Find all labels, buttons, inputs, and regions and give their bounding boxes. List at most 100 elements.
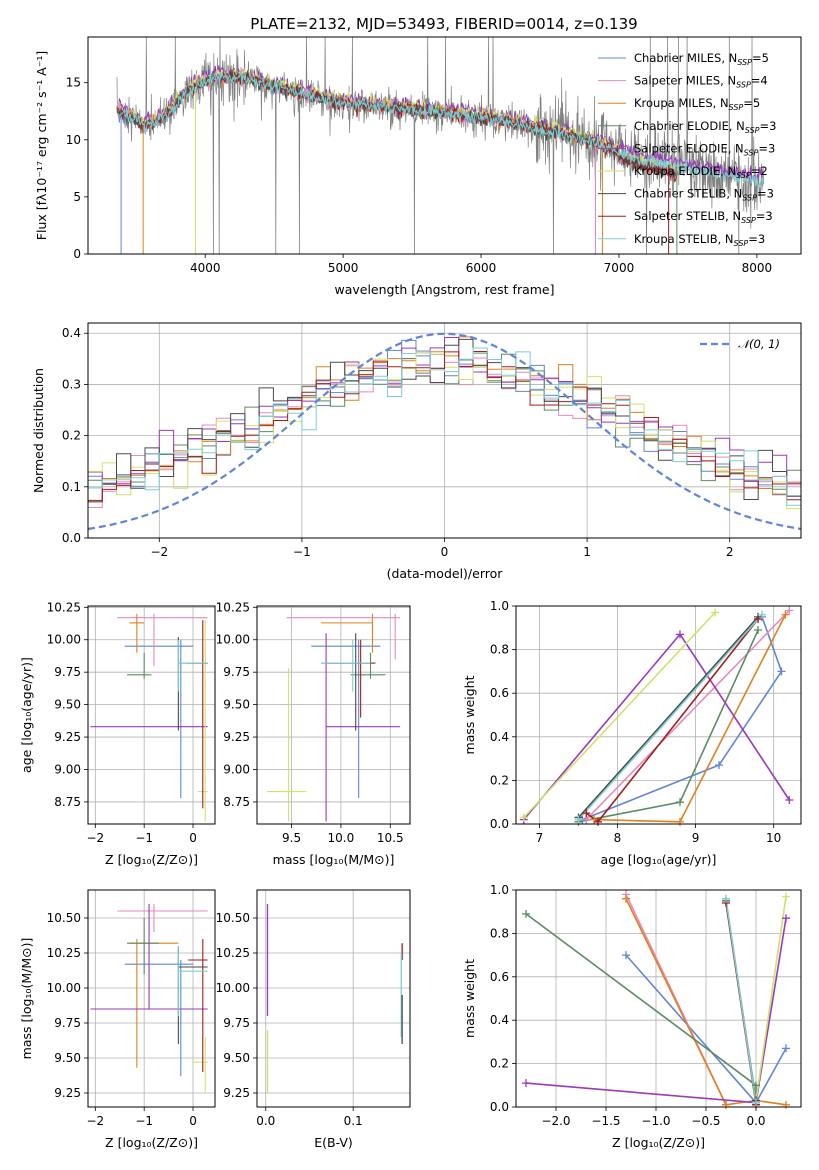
error-bar-point [129, 939, 179, 1068]
normal-curve [88, 332, 801, 531]
mass-weight-line-0 [582, 616, 783, 821]
mass_vs_Z-grid [88, 890, 215, 1107]
y-tick-label: 10.50 [216, 911, 250, 925]
x-tick-label: 10.0 [328, 831, 355, 845]
mass_vs_ebv-plot-area [266, 904, 403, 1093]
y-tick-label: 10.25 [216, 946, 250, 960]
y-axis-label: Normed distribution [31, 368, 46, 493]
x-tick: 1 [583, 538, 591, 559]
y-tick: 0 [73, 247, 88, 261]
mass-weight-marker [757, 610, 766, 619]
chart-title: PLATE=2132, MJD=53493, FIBERID=0014, z=0… [250, 15, 637, 33]
age_vs_Z-frame [87, 605, 216, 825]
error-bar-point [326, 639, 376, 718]
y-tick-label: 9.25 [223, 1086, 250, 1100]
x-tick: 0.1 [344, 1107, 363, 1128]
age_vs_mass-plot-area [266, 613, 401, 822]
x-tick-label: −1.5 [591, 1114, 620, 1128]
x-tick-label: 1 [583, 545, 591, 559]
mass-weight-marker [781, 610, 790, 619]
y-tick-label: 0.2 [490, 773, 509, 787]
y-tick: 10.00 [47, 633, 88, 647]
error-bar-point [90, 904, 208, 1010]
y-tick: 1.0 [490, 599, 516, 613]
y-tick-label: 0.3 [62, 377, 81, 391]
error-bar-point [124, 639, 194, 799]
mass-weight-line-1 [585, 609, 790, 821]
mass-weight-line-4 [523, 632, 790, 821]
y-tick-label: 1.0 [490, 883, 509, 897]
mass-weight-marker [782, 1100, 790, 1109]
weight_vs_Z-frame [515, 889, 802, 1108]
y-tick: 0.0 [490, 1100, 516, 1114]
x-tick: −1 [135, 1107, 153, 1128]
error-bar-point [311, 639, 381, 799]
mass-weight-marker [582, 809, 591, 818]
legend-label: Chabrier ELODIE, NSSP=3 [634, 119, 776, 135]
y-tick-label: 1.0 [490, 599, 509, 613]
y-tick-label: 10.25 [47, 600, 81, 614]
y-tick: 5 [73, 190, 88, 204]
x-tick-label: 0.1 [344, 1114, 363, 1128]
error-bar-point [266, 668, 307, 822]
y-tick: 0.4 [490, 1013, 516, 1027]
y-tick: 10.25 [216, 946, 257, 960]
residuals-plot-area [88, 332, 801, 538]
weight_vs_age-panel: 7 8 9 10 0.0 0.2 0.4 0.6 0.8 1.0 age [log₁₀(age/yr… [462, 599, 802, 867]
x-tick-label: 2 [726, 545, 734, 559]
residuals-frame [87, 322, 802, 539]
x-axis-label: E(B-V) [314, 1135, 353, 1150]
x-tick-label: 9 [692, 831, 700, 845]
x-tick-label: 0.0 [256, 1114, 275, 1128]
age_vs_Z-panel: −2 −1 0 8.75 9.00 9.25 9.50 9.75 10.00 10.25 Z [lo… [19, 600, 216, 867]
residuals-panel: −2 −1 0 1 2 0.0 0.1 0.2 0.3 0.4 (data-model)/error… [31, 322, 802, 581]
weight_vs_age-frame [515, 605, 802, 825]
error-bar-point [124, 960, 194, 1077]
y-tick-label: 9.00 [54, 763, 81, 777]
y-tick: 0.2 [62, 429, 88, 443]
age_vs_mass-frame [256, 605, 411, 825]
x-tick: 0.0 [256, 1107, 275, 1128]
mass-weight-marker [675, 817, 684, 826]
x-axis-label: Z [log₁₀(Z/Z⊙)] [105, 852, 198, 867]
x-tick: 10.5 [377, 824, 404, 845]
mass-weight-marker [622, 894, 630, 903]
x-tick: −2.0 [541, 1107, 571, 1128]
error-bar-point [321, 633, 371, 731]
x-tick: 2 [726, 538, 734, 559]
y-tick: 9.50 [54, 1051, 88, 1065]
y-tick: 9.75 [54, 1016, 88, 1030]
y-tick: 9.75 [54, 665, 88, 679]
legend-label: Salpeter STELIB, NSSP=3 [634, 209, 773, 225]
x-tick: −2 [86, 824, 104, 845]
y-tick-label: 9.75 [54, 665, 81, 679]
age_vs_mass-grid [257, 606, 410, 824]
y-tick: 0.1 [62, 480, 88, 494]
y-tick: 10.50 [47, 911, 88, 925]
y-tick: 8.75 [54, 795, 88, 809]
mass-weight-marker [722, 894, 730, 903]
mass-weight-marker [622, 951, 630, 960]
residual-histogram-8 [88, 347, 801, 538]
y-tick: 9.00 [223, 763, 257, 777]
mass-weight-marker [785, 606, 794, 615]
y-tick: 0.0 [490, 817, 516, 831]
mass-weight-marker [519, 813, 528, 822]
y-tick: 9.50 [223, 1051, 257, 1065]
model-spectrum-8 [116, 70, 764, 189]
legend-label: 𝒩(0, 1) [738, 337, 780, 351]
mass_vs_Z-panel: −2 −1 0 9.25 9.50 9.75 10.00 10.25 10.50 Z [log₁₀… [19, 889, 216, 1150]
y-tick: 9.75 [223, 1016, 257, 1030]
y-tick: 10.00 [47, 981, 88, 995]
y-tick: 10.25 [47, 600, 88, 614]
mass_vs_ebv-frame [256, 889, 411, 1108]
x-tick-label: 0.0 [746, 1114, 765, 1128]
y-tick: 9.25 [54, 1086, 88, 1100]
x-tick-label: −2 [86, 831, 104, 845]
x-tick-label: 8000 [742, 261, 773, 275]
y-tick-label: 10.25 [47, 946, 81, 960]
x-axis-label: age [log₁₀(age/yr)] [601, 852, 717, 867]
mass-weight-marker [715, 761, 724, 770]
y-tick: 15 [66, 76, 88, 90]
